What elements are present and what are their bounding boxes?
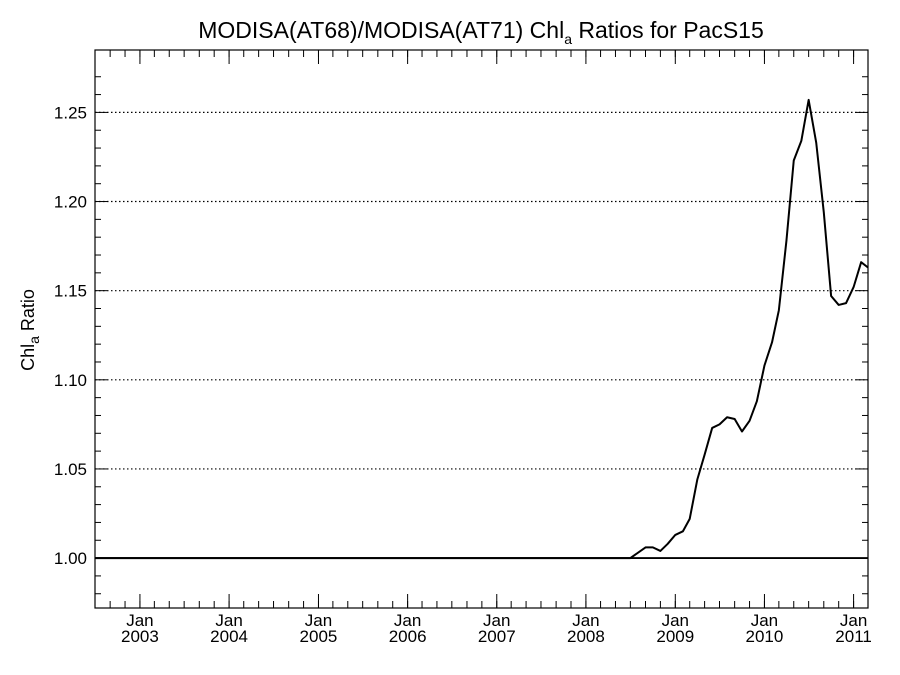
x-tick-label-month: Jan bbox=[840, 611, 867, 630]
x-tick-label-month: Jan bbox=[572, 611, 599, 630]
x-tick-label-year: 2005 bbox=[300, 627, 338, 646]
x-tick-label-month: Jan bbox=[751, 611, 778, 630]
x-tick-label-year: 2009 bbox=[656, 627, 694, 646]
x-tick-labels: Jan2003Jan2004Jan2005Jan2006Jan2007Jan20… bbox=[121, 611, 872, 646]
y-tick-label: 1.15 bbox=[54, 282, 87, 301]
x-tick-label-month: Jan bbox=[126, 611, 153, 630]
series-line bbox=[95, 98, 869, 560]
x-tick-label-month: Jan bbox=[662, 611, 689, 630]
y-tick-label: 1.10 bbox=[54, 371, 87, 390]
x-tick-label-year: 2003 bbox=[121, 627, 159, 646]
x-tick-label-year: 2010 bbox=[746, 627, 784, 646]
x-tick-label-month: Jan bbox=[305, 611, 332, 630]
x-tick-label-month: Jan bbox=[394, 611, 421, 630]
y-tick-label: 1.20 bbox=[54, 193, 87, 212]
y-axis-label: Chla Ratio bbox=[18, 289, 42, 371]
y-tick-label: 1.00 bbox=[54, 549, 87, 568]
y-tick-label: 1.25 bbox=[54, 103, 87, 122]
x-tick-label-year: 2004 bbox=[210, 627, 248, 646]
x-tick-label-year: 2007 bbox=[478, 627, 516, 646]
chart-title: MODISA(AT68)/MODISA(AT71) Chla Ratios fo… bbox=[198, 17, 764, 47]
x-tick-label-year: 2008 bbox=[567, 627, 605, 646]
x-tick-label-month: Jan bbox=[483, 611, 510, 630]
x-tick-label-year: 2006 bbox=[389, 627, 427, 646]
x-tick-label-year: 2011 bbox=[835, 627, 872, 646]
y-tick-label: 1.05 bbox=[54, 460, 87, 479]
axes bbox=[94, 49, 869, 609]
y-tick-labels: 1.00 1.05 1.10 1.15 1.20 1.25 bbox=[54, 103, 87, 568]
plot-frame bbox=[94, 49, 869, 609]
series-group bbox=[95, 98, 869, 560]
gridlines bbox=[95, 111, 868, 470]
x-tick-label-month: Jan bbox=[215, 611, 242, 630]
